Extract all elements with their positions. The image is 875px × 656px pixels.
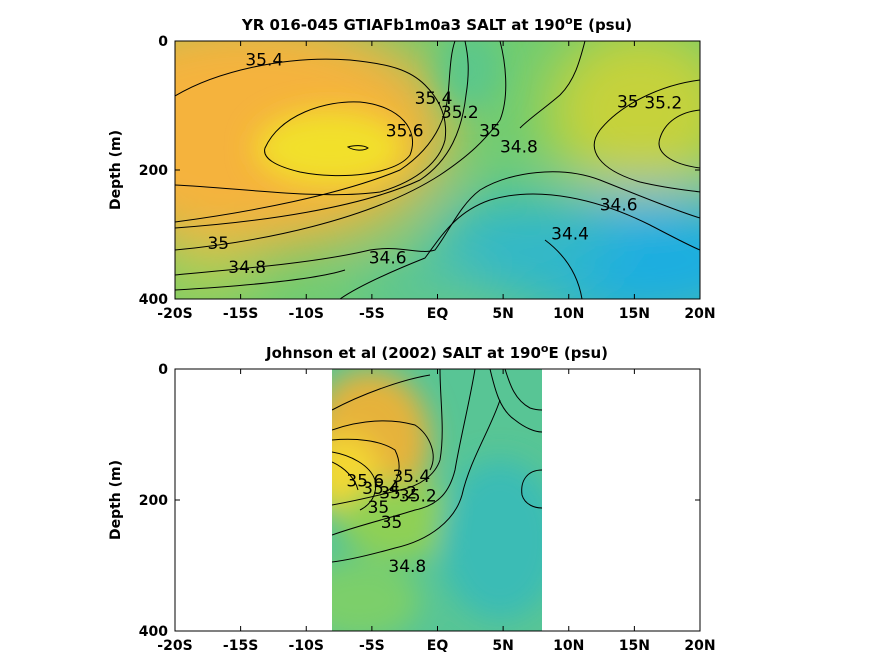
top-x-tick-label: 10N: [553, 306, 584, 322]
top-contour-label: 34.6: [369, 248, 407, 268]
bottom-y-axis-label: Depth (m): [108, 460, 124, 540]
bottom-x-tick-label: 20N: [684, 638, 715, 654]
bottom-chart-title: Johnson et al (2002) SALT at 190oE (psu): [265, 342, 608, 362]
top-contours: [175, 41, 700, 299]
top-y-axis-label: Depth (m): [108, 130, 124, 210]
bottom-axis-ticks: -20S -15S -10S -5S EQ 5N 10N 15N 20N 0 200 400: [139, 362, 716, 654]
bottom-contour-label: 35.4: [362, 479, 400, 499]
top-axis-ticks: -20S -15S -10S -5S EQ 5N 10N 15N 20N 0 200 400: [139, 34, 716, 322]
top-chart: YR 016-045 GTIAFb1m0a3 SALT at 190oE (ps…: [108, 14, 716, 322]
bottom-contour-label: 35.4: [392, 467, 430, 487]
bottom-y-tick-label: 200: [139, 493, 168, 509]
bottom-x-tick-label: -5S: [359, 638, 385, 654]
bottom-contour-label: 35.2: [379, 483, 417, 503]
top-x-tick-label: 20N: [684, 306, 715, 322]
bottom-contour-label: 34.8: [388, 557, 426, 577]
top-y-tick-label: 400: [139, 292, 168, 308]
top-x-tick-label: EQ: [427, 306, 449, 322]
top-x-tick-label: 5N: [492, 306, 513, 322]
top-contour-label: 35.6: [386, 121, 424, 141]
top-x-tick-label: -20S: [157, 306, 192, 322]
top-contour-label: 35.4: [245, 50, 283, 70]
top-contour-label: 35.2: [441, 103, 479, 123]
bottom-x-tick-label: -10S: [289, 638, 324, 654]
top-x-tick-label: 15N: [619, 306, 650, 322]
bottom-x-tick-label: 10N: [553, 638, 584, 654]
bottom-contour-label: 35.2: [399, 487, 437, 507]
top-x-tick-label: -5S: [359, 306, 385, 322]
bottom-x-tick-label: -20S: [157, 638, 192, 654]
top-contour-label: 35.2: [644, 94, 682, 114]
top-contour-label: 34.4: [551, 225, 589, 245]
top-x-tick-label: -15S: [223, 306, 258, 322]
top-contour-label: 34.8: [228, 258, 266, 278]
top-contour-label: 35: [617, 92, 639, 112]
bottom-y-tick-label: 0: [158, 362, 168, 378]
top-contour-label: 34.8: [500, 137, 538, 157]
top-y-tick-label: 0: [158, 34, 168, 50]
top-chart-title: YR 016-045 GTIAFb1m0a3 SALT at 190oE (ps…: [241, 14, 632, 34]
bottom-x-tick-label: EQ: [427, 638, 449, 654]
top-contour-label: 35: [207, 234, 229, 254]
top-x-tick-label: -10S: [289, 306, 324, 322]
bottom-chart: Johnson et al (2002) SALT at 190oE (psu): [108, 342, 716, 654]
bottom-x-tick-label: 15N: [619, 638, 650, 654]
top-y-tick-label: 200: [139, 163, 168, 179]
top-contour-label: 35: [479, 121, 501, 141]
top-contour-label: 34.6: [600, 195, 638, 215]
bottom-heatmap-field: [332, 369, 542, 631]
top-contour-label: 35.4: [415, 89, 453, 109]
bottom-y-tick-label: 400: [139, 624, 168, 640]
bottom-contour-label: 35: [381, 513, 403, 533]
bottom-contour-label: 35: [368, 498, 390, 518]
bottom-x-tick-label: 5N: [492, 638, 513, 654]
bottom-x-tick-label: -15S: [223, 638, 258, 654]
top-heatmap-field: [175, 41, 700, 299]
bottom-contours: [332, 369, 542, 563]
bottom-contour-label: 35.6: [346, 472, 384, 492]
